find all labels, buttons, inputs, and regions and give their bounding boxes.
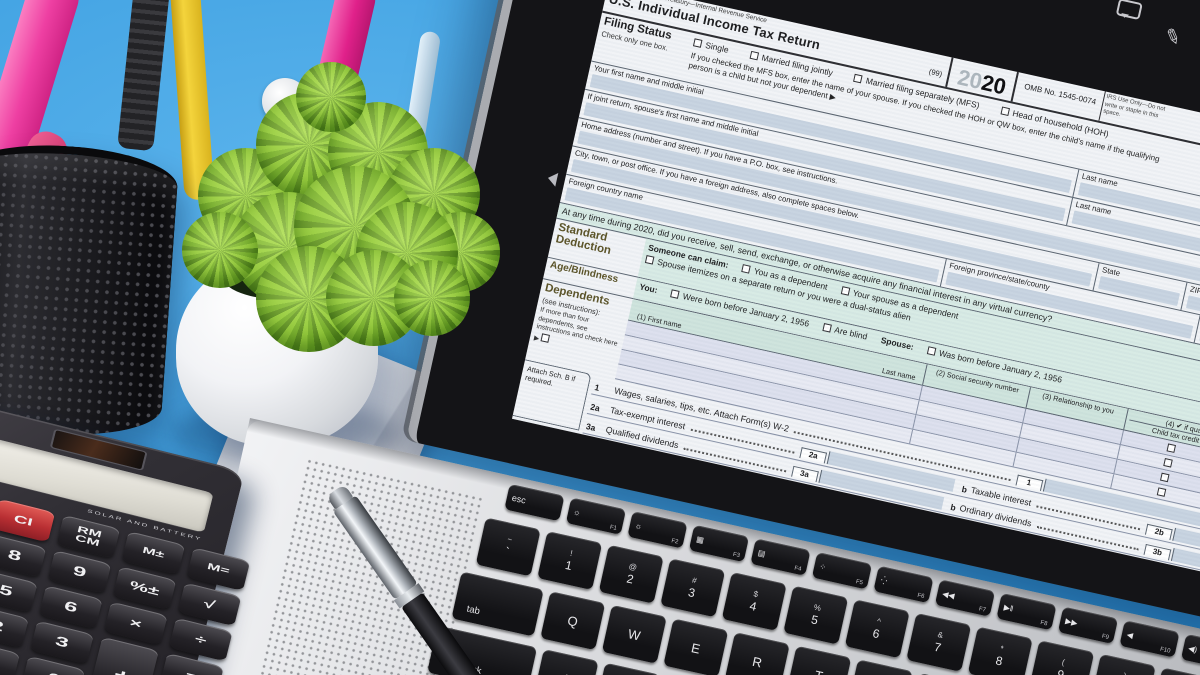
keyboard-key: ◀)F11 [1180, 633, 1200, 672]
keyboard-key: ☼ F2 [627, 511, 688, 549]
leaf-tuft [182, 212, 258, 288]
leaf-tuft [394, 260, 470, 336]
keyboard-key: #3 [660, 558, 726, 618]
keyboard-key: ▤ F4 [750, 538, 811, 576]
checkbox [741, 264, 751, 274]
keyboard-key: * 8 [967, 626, 1033, 675]
keyboard-key: ☼ F1 [565, 497, 627, 535]
checkbox [670, 289, 680, 300]
keyboard-key: W [601, 604, 667, 664]
checkbox [749, 51, 759, 61]
keyboard-key: Y [847, 659, 913, 675]
checkbox [692, 38, 703, 49]
keyboard-key: R [724, 632, 790, 675]
keyboard-key: ~ ` [475, 517, 541, 577]
keyboard-key: ^ 6 [844, 599, 910, 659]
comment-icon [1115, 0, 1143, 21]
keyboard-key: ! 1 [537, 531, 603, 591]
keyboard-key: ◀ F10 [1119, 620, 1180, 658]
keyboard-key: ▶▶ F9 [1057, 606, 1119, 645]
checkbox [853, 74, 863, 84]
keyboard-key: T [786, 645, 852, 675]
keyboard-key: _- [1152, 667, 1200, 675]
checkbox [644, 254, 655, 265]
keyboard-key: tab [451, 571, 544, 637]
checkbox [821, 323, 832, 333]
checkbox [1163, 458, 1173, 468]
mesh-pen-cup [0, 138, 180, 442]
checkbox [840, 286, 850, 296]
sidebar-collapse-arrow-icon [539, 169, 559, 187]
keyboard-key: A [533, 649, 599, 675]
keyboard-key: ⁛ F6 [873, 565, 934, 604]
keyboard-key: (9 [1029, 640, 1095, 675]
checkbox [540, 333, 551, 343]
are-blind: Are blind [833, 324, 869, 342]
keyboard-key: ▦ F3 [688, 524, 750, 563]
keyboard-key: $4 [721, 571, 787, 631]
amount-cell [1170, 548, 1200, 589]
keyboard-key: @2 [598, 544, 664, 604]
checkbox [1159, 472, 1170, 483]
keyboard-key: esc [504, 483, 565, 522]
leaf-tuft [296, 62, 366, 132]
keyboard-key: S [595, 662, 661, 675]
checkbox [1000, 106, 1010, 117]
checkbox [1166, 443, 1176, 454]
keyboard-key: Q [540, 591, 606, 651]
checkbox [1156, 487, 1167, 498]
you-label: You: [638, 281, 659, 296]
keyboard-key: % 5 [783, 585, 849, 645]
spouse-label: Spouse: [879, 334, 915, 352]
keyboard-key: ⁘ F5 [811, 551, 873, 590]
black-grip-pen [117, 0, 175, 152]
keyboard-key: ◀◀ F7 [934, 579, 996, 617]
keyboard-key: E [663, 618, 729, 675]
keyboard-key: & 7 [906, 612, 972, 672]
checkbox [926, 346, 937, 356]
keyboard-key: )0 [1090, 653, 1156, 675]
calculator-key: CI [0, 498, 56, 543]
signature-pen-icon: ✎ [1160, 24, 1185, 52]
keyboard-key: ▶‖ F8 [996, 592, 1057, 631]
